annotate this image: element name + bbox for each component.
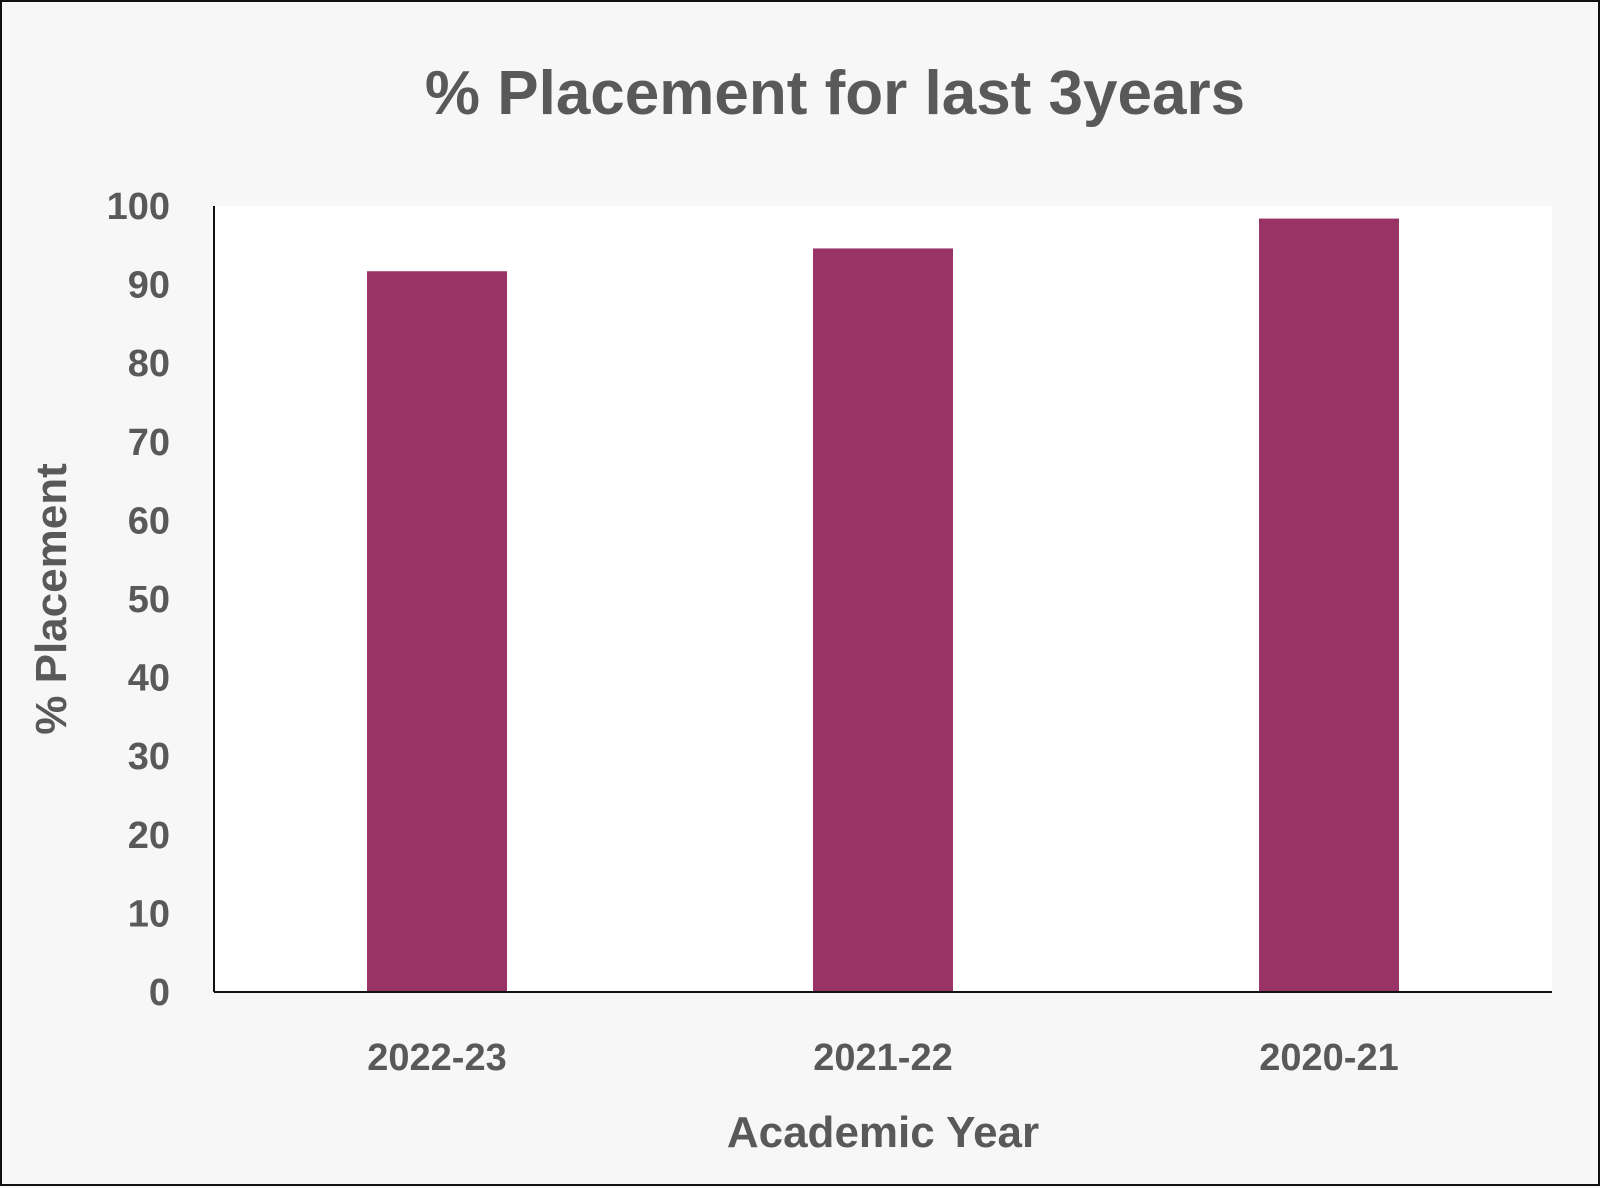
x-tick-label: 2022-23	[367, 1037, 506, 1079]
y-axis-ticks: 0 10 20 30 40 50 60 70 80 90 100	[107, 186, 170, 1014]
y-axis-label: % Placement	[27, 463, 76, 735]
y-tick-label: 60	[128, 500, 170, 542]
bars-group	[367, 218, 1399, 993]
bar-2020-21	[1259, 218, 1399, 993]
y-tick-label: 80	[128, 343, 170, 385]
bar-2022-23	[367, 271, 507, 992]
x-tick-label: 2020-21	[1259, 1037, 1398, 1079]
bar-2021-22	[813, 248, 953, 993]
y-tick-label: 20	[128, 815, 170, 857]
y-tick-label: 30	[128, 736, 170, 778]
y-tick-label: 100	[107, 186, 170, 228]
x-axis-label: Academic Year	[727, 1108, 1039, 1157]
y-tick-label: 0	[149, 972, 170, 1014]
y-tick-label: 70	[128, 422, 170, 464]
x-tick-label: 2021-22	[813, 1037, 952, 1079]
y-tick-label: 10	[128, 893, 170, 935]
y-tick-label: 50	[128, 579, 170, 621]
y-tick-label: 90	[128, 265, 170, 307]
chart-title: % Placement for last 3years	[425, 59, 1245, 128]
y-tick-label: 40	[128, 658, 170, 700]
x-axis-ticks: 2022-23 2021-22 2020-21	[367, 1037, 1398, 1079]
